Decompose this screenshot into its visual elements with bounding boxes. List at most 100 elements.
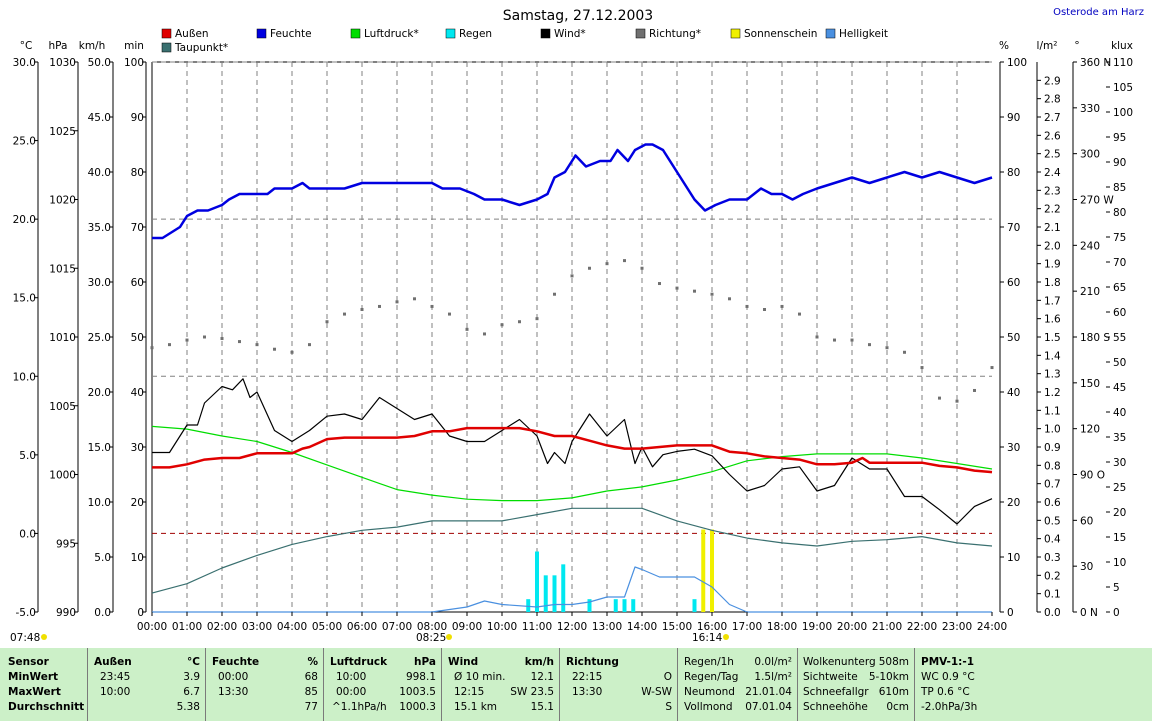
rain-bar [622,599,627,612]
max-label: MaxWert [8,686,61,698]
axis-tick-label: 1010 [49,332,76,344]
richtung-point [780,304,784,308]
wind-r2-label: 12:15 [454,686,485,698]
pmv-r1: WC 0.9 °C [921,671,975,683]
rain-bar [561,564,566,612]
richtung-point [290,350,294,354]
axis-tick-label: 0 [1007,607,1014,619]
x-tick-label: 20:00 [837,621,867,633]
luftdruck-min-time: 10:00 [336,671,367,683]
wolken-r2-value: 5-10km [868,671,909,683]
richtung-point [745,304,749,308]
axis-tick-label: 85 [1113,182,1126,194]
richtung-point [535,317,539,321]
regen-r1-label: Regen/1h [684,656,734,668]
x-tick-label: 02:00 [207,621,237,633]
legend-swatch [350,28,361,39]
wind-r3-label: 15.1 km [454,701,498,713]
rain-bar [552,575,557,612]
axis-tick-label: 0.8 [1044,460,1061,472]
feuchte-title: Feuchte [212,656,260,668]
axis-tick-label: 50 [1007,332,1020,344]
aussen-min-time: 23:45 [100,671,131,683]
axis-unit: km/h [79,40,106,52]
axis-tick-label: 40 [131,387,144,399]
axis-tick-label: 0.0 [1044,607,1061,619]
x-tick-label: 17:00 [732,621,762,633]
x-tick-label: 08:00 [417,621,447,633]
axis-tick-label: 0 [1113,607,1120,619]
richtung-point [973,388,976,392]
legend-label: Regen [459,28,492,40]
axis-unit: klux [1111,40,1133,52]
axis-tick-label: 5.0 [94,552,111,564]
axes: °C hPa km/h min% l/m² ° klux 30.0 25.0 20.0 15.0 10… [13,40,1133,619]
regen-r2-label: Regen/Tag [684,671,739,683]
axis-tick-label: 50 [131,332,144,344]
axis-tick-label: 95 [1113,132,1126,144]
luftdruck-unit: hPa [414,656,436,668]
weather-chart: Samstag, 27.12.2003 Osterode am Harz Auß… [10,7,1144,644]
axis-unit: hPa [49,40,68,52]
richtung-point [920,366,924,370]
legend: Außen Feuchte Luftdruck* Regen Wind* Richtung… [161,28,888,54]
axis-tick-label: 2.7 [1044,112,1061,124]
axis-tick-label: 30 [1080,561,1093,573]
axis-tick-label: 2.9 [1044,75,1061,87]
axis-tick-label: 330 [1080,103,1100,115]
richtung-point [448,312,451,316]
luftdruck-avg: 1000.3 [399,701,436,713]
axis-tick-label: 240 [1080,240,1100,252]
plot-area [150,143,994,613]
wind-r3-value: 15.1 [530,701,554,713]
axis-tick-label: 1.1 [1044,405,1061,417]
legend-swatch [635,28,646,39]
axis-tick-label: 60 [1113,307,1126,319]
axis-tick-label: 270 W [1080,195,1114,207]
axis-tick-label: 40 [1113,407,1126,419]
x-tick-label: 00:00 [137,621,167,633]
neumond-value: 21.01.04 [745,686,792,698]
axis-tick-label: 1.8 [1044,277,1061,289]
min-label: MinWert [8,671,59,683]
axis-tick-label: 45 [1113,382,1126,394]
feuchte-max: 85 [304,686,318,698]
richtung-point [203,335,206,339]
axis-tick-label: 20 [1007,497,1020,509]
x-tick-label: 07:00 [382,621,412,633]
wind-r1-label: Ø 10 min. [454,671,506,683]
wolken-r4-value: 0cm [886,701,909,713]
axis-tick-label: 45.0 [88,112,111,124]
axis-tick-label: 0.1 [1044,589,1061,601]
vollmond-label: Vollmond [684,701,733,713]
sunset-icon [723,634,729,640]
x-tick-label: 03:00 [242,621,272,633]
legend-swatch [540,28,551,39]
axis-tick-label: 20.0 [88,387,111,399]
axis-tick-label: 20.0 [13,214,36,226]
axis-tick-label: 80 [1113,207,1126,219]
axis-tick-label: 60 [1080,515,1093,527]
axis-tick-label: 70 [131,222,144,234]
axis-tick-label: 1.9 [1044,259,1061,271]
aussen-section: Außen °C 23:45 3.9 10:00 6.7 5.38 [87,648,206,721]
richtung-r2-label: 13:30 [572,686,603,698]
axis-unit: min [124,40,144,52]
rain-bar [543,575,548,612]
wolken-r1-label: Wolkenunterg [803,656,876,668]
richtung-point [168,343,171,347]
axis-tick-label: 0.4 [1044,534,1061,546]
richtung-point [518,320,521,324]
legend-label: Luftdruck* [364,28,419,40]
axis-tick-label: 0 N [1080,607,1098,619]
x-tick-label: 18:00 [767,621,797,633]
richtung-point [623,259,626,263]
richtung-point [360,308,364,311]
axis-tick-label: 70 [1007,222,1020,234]
axis-tick-label: 80 [1007,167,1020,179]
richtung-point [815,335,819,339]
richtung-point [150,346,154,350]
wolken-r3-label: Schneefallgr [803,686,869,698]
wind-unit: km/h [524,656,554,668]
axis-tick-label: 180 S [1080,332,1110,344]
